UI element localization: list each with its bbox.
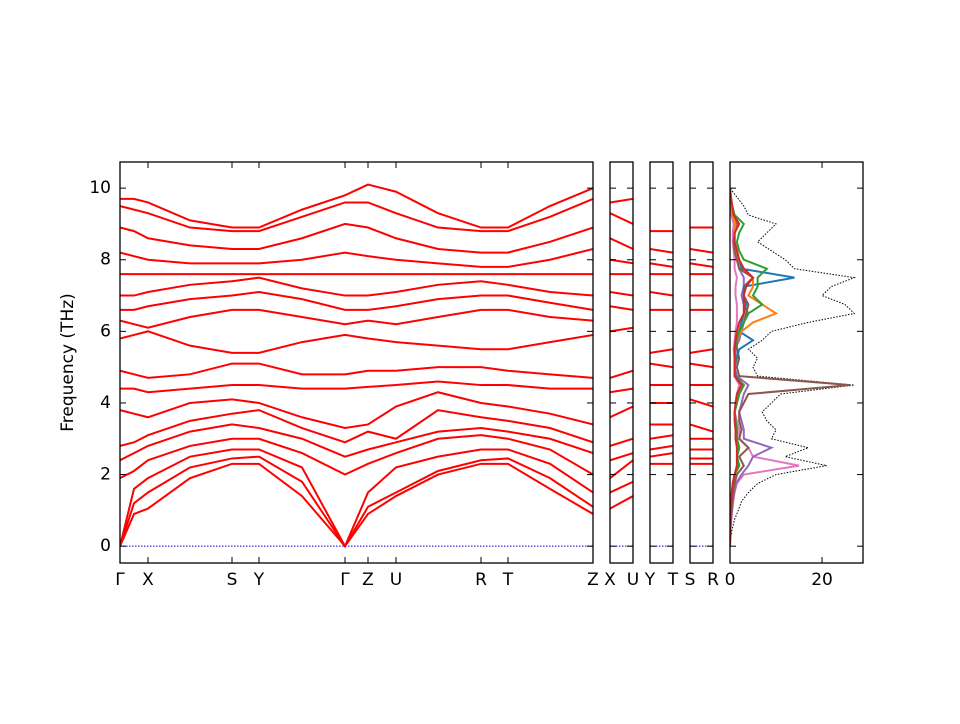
band [610, 405, 633, 419]
x-tick-label: X [604, 570, 616, 590]
x-tick-label: T [502, 570, 514, 590]
x-tick-label: Z [587, 570, 599, 590]
band [650, 290, 673, 297]
band [690, 362, 713, 369]
band [120, 222, 593, 254]
x-tick-label: Z [362, 570, 374, 590]
plot-area [730, 187, 857, 547]
band [650, 434, 673, 440]
x-tick-label: R [475, 570, 487, 590]
x-tick-label: R [707, 570, 719, 590]
band [690, 348, 713, 354]
band [120, 276, 593, 297]
y-tick-label: 2 [100, 465, 111, 485]
frame [649, 161, 674, 564]
band [610, 480, 633, 494]
band [610, 369, 633, 379]
frame [119, 161, 594, 564]
band [120, 423, 593, 462]
total-dos [730, 187, 857, 547]
band [120, 290, 593, 311]
band [120, 197, 593, 233]
band [650, 362, 673, 369]
band [690, 423, 713, 433]
band [610, 258, 633, 265]
band [120, 362, 593, 379]
band [690, 398, 713, 408]
band [120, 248, 593, 268]
plot-area [120, 183, 593, 549]
band [610, 212, 633, 225]
band [650, 452, 673, 458]
band [120, 409, 593, 447]
x-tick-label: Γ [115, 570, 125, 590]
band [610, 237, 633, 250]
band [120, 380, 593, 394]
band [650, 444, 673, 451]
band [610, 437, 633, 447]
frame [609, 161, 634, 564]
frame [689, 161, 714, 564]
frame [729, 161, 864, 564]
band [610, 326, 633, 333]
x-tick-label: S [685, 570, 696, 590]
band [120, 448, 593, 549]
band [650, 348, 673, 354]
band [120, 183, 593, 229]
band [610, 495, 633, 510]
band [120, 391, 593, 430]
y-tick-label: 6 [100, 321, 111, 341]
band [610, 452, 633, 462]
partial-dos [730, 188, 755, 547]
y-axis-label: Frequency (THz) [58, 293, 78, 432]
plot-area [610, 197, 633, 547]
band [610, 387, 633, 394]
y-tick-label: 8 [100, 250, 111, 270]
band [650, 248, 673, 254]
band [120, 434, 593, 480]
band [120, 308, 593, 329]
y-tick-label: 0 [100, 536, 111, 556]
band [610, 197, 633, 204]
band [610, 290, 633, 297]
partial-dos [730, 188, 850, 547]
band [690, 262, 713, 268]
band [650, 262, 673, 268]
y-tick-label: 4 [100, 393, 111, 413]
x-tick-label: T [667, 570, 679, 590]
x-tick-label: X [142, 570, 154, 590]
band [610, 305, 633, 311]
x-tick-label: U [627, 570, 639, 590]
band [610, 459, 633, 479]
x-tick-label: Y [253, 570, 265, 590]
band [690, 248, 713, 254]
x-tick-label: S [227, 570, 238, 590]
band [120, 330, 593, 354]
y-tick-label: 10 [89, 178, 111, 198]
x-tick-label: U [390, 570, 402, 590]
x-tick-label: Γ [340, 570, 350, 590]
x-tick-label: 0 [725, 570, 736, 590]
x-tick-label: Y [644, 570, 656, 590]
x-tick-label: 20 [811, 570, 833, 590]
